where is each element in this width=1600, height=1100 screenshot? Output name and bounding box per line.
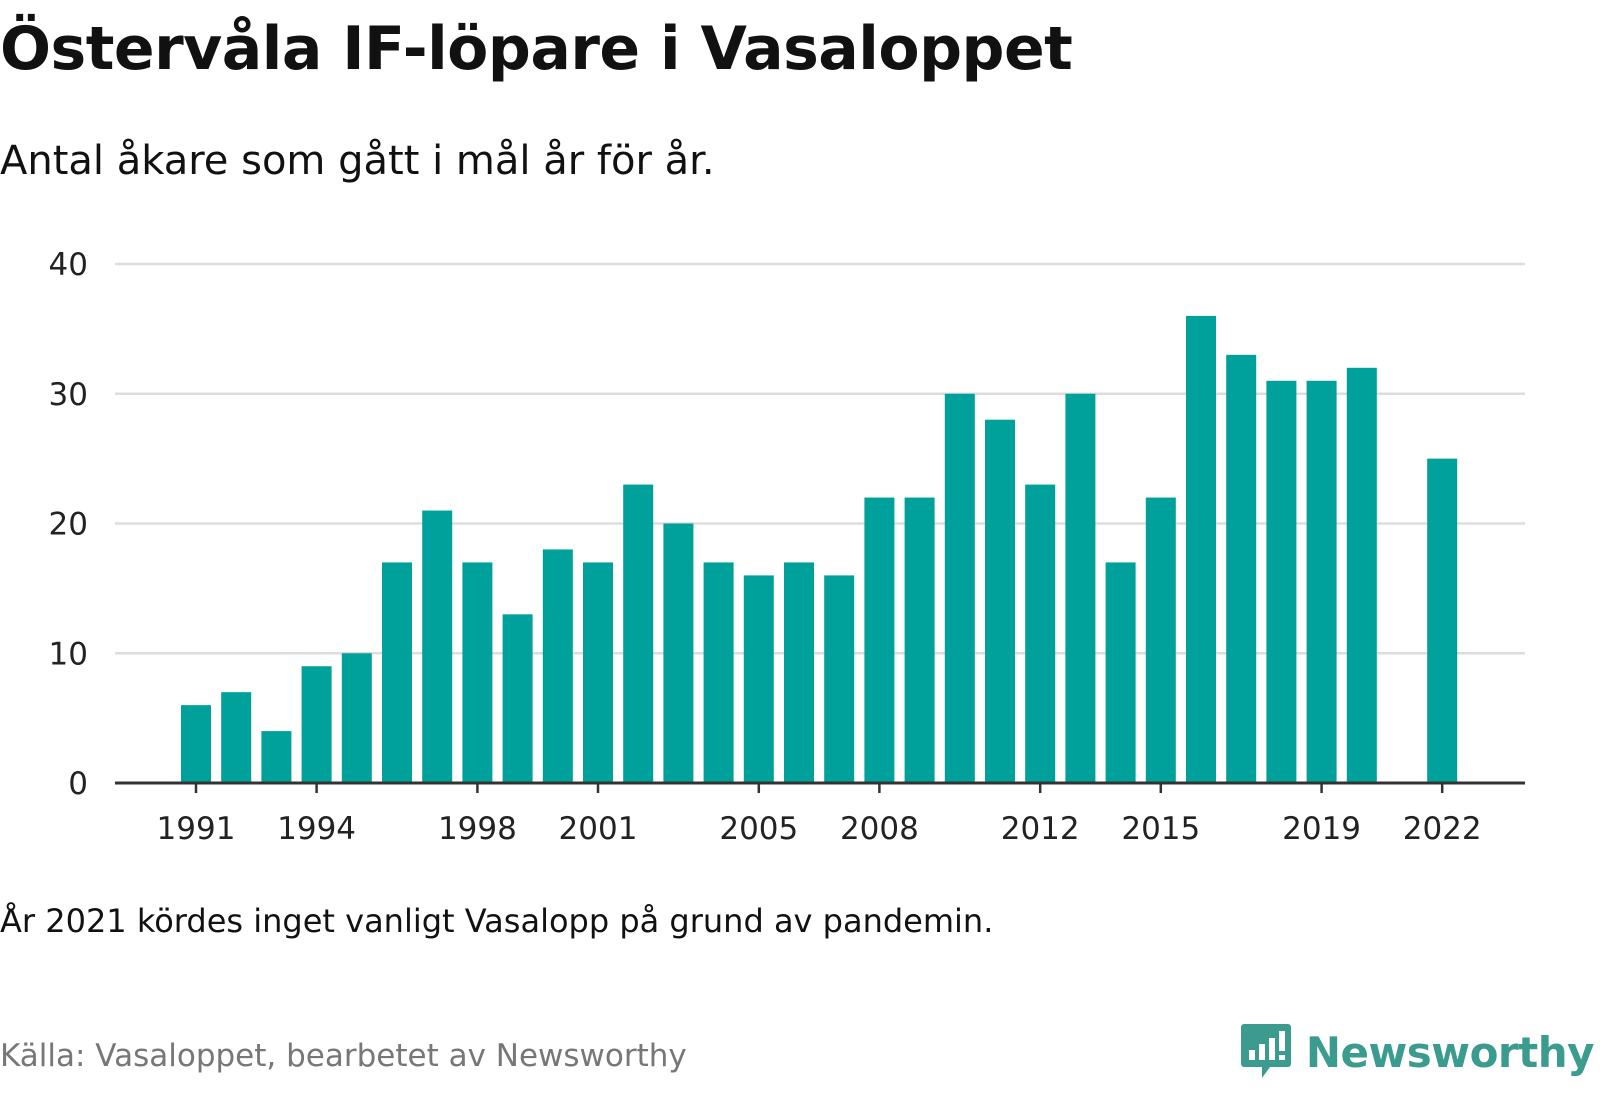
bar-2015 (1145, 497, 1176, 783)
chart-subtitle: Antal åkare som gått i mål år för år. (0, 138, 715, 184)
bar-1994 (301, 666, 332, 783)
bar-1998 (462, 562, 493, 783)
bar-2013 (1065, 393, 1096, 783)
bar-2004 (703, 562, 734, 783)
bar-2009 (904, 497, 935, 783)
bar-2010 (944, 393, 975, 783)
source-note: Källa: Vasaloppet, bearbetet av Newswort… (0, 1038, 687, 1074)
x-tick-label: 2008 (840, 811, 919, 847)
bar-2001 (583, 562, 613, 783)
bar-2002 (623, 484, 654, 783)
bar-2006 (784, 562, 814, 783)
bar-1993 (261, 731, 292, 783)
bar-2022 (1427, 458, 1458, 783)
newsworthy-brand: Newsworthy (1240, 1022, 1595, 1082)
y-tick-label: 30 (49, 377, 88, 413)
newsworthy-logo-icon (1240, 1024, 1291, 1078)
bar-chart: 0 10 20 30 40 1991 1994 1998 2001 2005 2008 2012 20… (49, 247, 1525, 847)
bar-2005 (743, 575, 774, 783)
bar-2016 (1186, 315, 1216, 783)
x-tick-label: 2001 (559, 811, 638, 847)
y-tick-label: 0 (68, 766, 88, 802)
bar-2019 (1306, 380, 1337, 783)
bar-1991 (181, 705, 211, 783)
bar-1996 (382, 562, 412, 783)
x-tick-label: 1991 (157, 811, 236, 847)
bar-2003 (663, 523, 694, 783)
bar-2018 (1266, 380, 1297, 783)
x-axis-ticks: 1991 1994 1998 2001 2005 2008 2012 2015 2019 2022 (157, 783, 1482, 847)
bar-2011 (985, 419, 1015, 783)
y-axis-ticks: 0 10 20 30 40 (49, 247, 88, 802)
x-tick-label: 2012 (1001, 811, 1080, 847)
x-tick-label: 2019 (1282, 811, 1361, 847)
bar-2007 (824, 575, 855, 783)
x-tick-label: 1994 (277, 811, 356, 847)
bar-1999 (502, 614, 533, 783)
x-tick-label: 2015 (1121, 811, 1200, 847)
bar-2008 (864, 497, 895, 783)
bar-1995 (341, 653, 372, 783)
bars (181, 315, 1458, 783)
brand-name: Newsworthy (1305, 1027, 1595, 1077)
x-tick-label: 1998 (438, 811, 517, 847)
bar-1997 (422, 510, 453, 783)
bar-2000 (542, 549, 573, 783)
chart-footnote: År 2021 kördes inget vanligt Vasalopp på… (0, 902, 994, 940)
x-tick-label: 2022 (1403, 811, 1482, 847)
y-tick-label: 20 (49, 507, 88, 543)
chart-title: Östervåla IF-löpare i Vasaloppet (0, 14, 1073, 84)
bar-2017 (1226, 354, 1257, 783)
bar-2012 (1025, 484, 1056, 783)
x-tick-label: 2005 (719, 811, 798, 847)
y-tick-label: 40 (49, 247, 88, 283)
bar-2014 (1105, 562, 1136, 783)
bar-1992 (221, 692, 252, 783)
bar-2020 (1346, 367, 1377, 783)
y-tick-label: 10 (49, 636, 88, 672)
